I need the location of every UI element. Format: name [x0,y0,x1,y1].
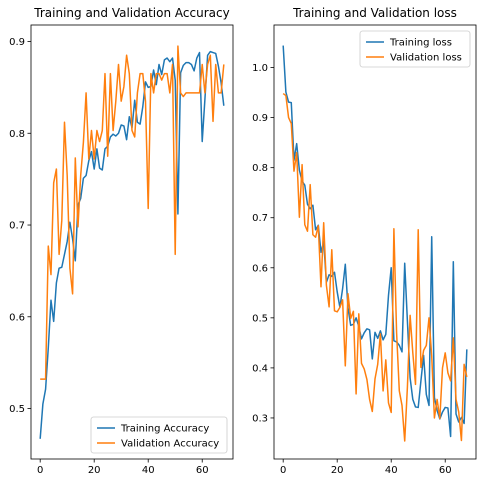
loss-y-tick-label: 0.6 [252,263,268,274]
loss-x-tick-label: 40 [385,465,398,476]
accuracy-legend: Training Accuracy Validation Accuracy [90,416,228,454]
accuracy-y-tick-label: 0.9 [9,37,25,48]
loss-y-tick-label: 0.4 [252,363,268,374]
accuracy-y-tick-label: 0.6 [9,312,25,323]
accuracy-x-tick-label: 20 [88,465,101,476]
loss-x-tick-label: 0 [280,465,286,476]
accuracy-x-tick-label: 60 [196,465,209,476]
loss-y-tick-label: 1.0 [252,63,268,74]
loss-legend-label-2: Validation loss [390,53,462,64]
accuracy-legend-label-2: Validation Accuracy [121,439,219,450]
loss-chart-title: Training and Validation loss [292,6,457,20]
accuracy-series-line-1 [39,50,225,439]
loss-x-tick-label: 20 [331,465,344,476]
accuracy-x-tick-label: 0 [37,465,43,476]
loss-legend-frame [359,30,471,68]
accuracy-legend-frame [90,416,228,454]
loss-y-tick-label: 0.7 [252,213,268,224]
accuracy-chart: Training and Validation Accuracy 0 20 40 60… [9,6,234,476]
accuracy-y-tick-label: 0.8 [9,129,25,140]
accuracy-chart-title: Training and Validation Accuracy [33,6,229,20]
loss-x-tick-label: 60 [439,465,452,476]
loss-y-tick-label: 0.3 [252,413,268,424]
accuracy-series-line-2 [40,45,225,380]
accuracy-x-tick-label: 40 [142,465,155,476]
accuracy-plot-frame [30,24,234,460]
loss-legend: Training loss Validation loss [359,30,471,68]
loss-y-tick-label: 0.9 [252,113,268,124]
loss-y-tick-label: 0.8 [252,163,268,174]
accuracy-y-tick-label: 0.5 [9,404,25,415]
loss-y-tick-label: 0.5 [252,313,268,324]
accuracy-legend-label-1: Training Accuracy [120,424,209,435]
loss-chart: Training and Validation loss 0 20 40 60 0.3 0… [252,6,477,476]
loss-legend-label-1: Training loss [389,38,452,49]
accuracy-y-tick-label: 0.7 [9,221,25,232]
loss-series-line-2 [282,92,468,442]
loss-plot-frame [273,24,477,460]
